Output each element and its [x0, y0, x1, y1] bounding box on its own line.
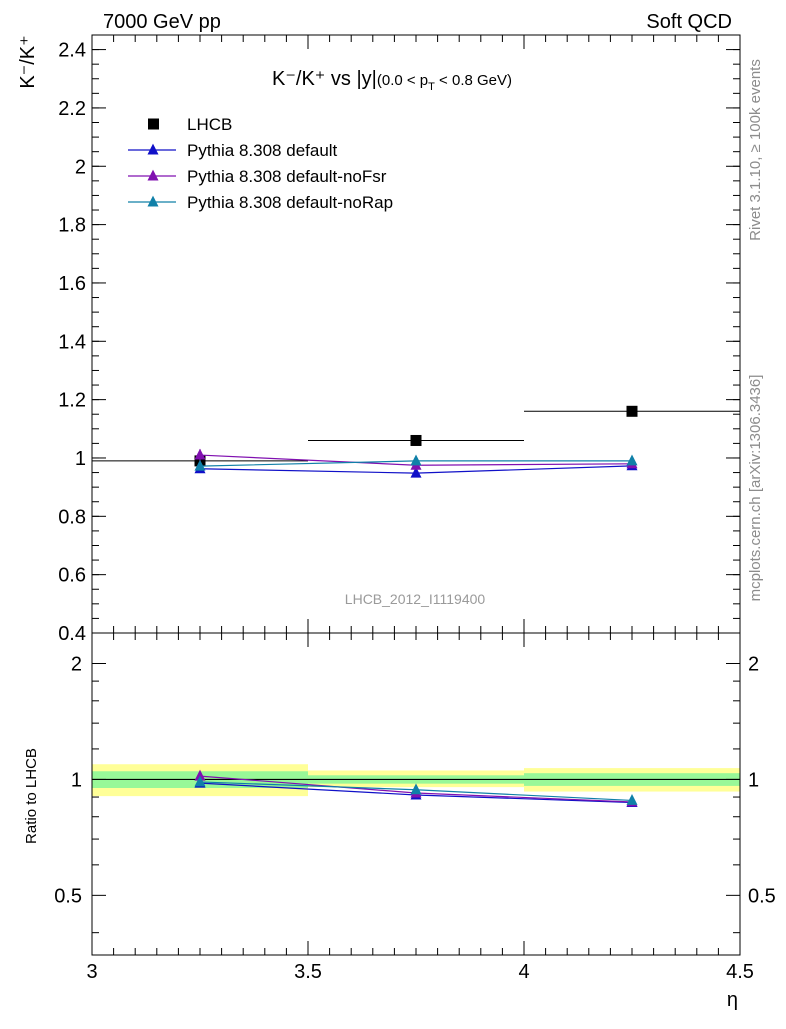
- main-panel: 0.4 0.6 0.8 1 1.2 1.4 1.6 1.8 2 2.2 2.4 K⁻/K⁺ vs |…: [17, 34, 741, 645]
- main-y-tick-label: 0.8: [58, 506, 86, 528]
- legend-item-pythia-8-308-default-nofsr: Pythia 8.308 default-noFsr: [128, 167, 387, 186]
- chart-title: K⁻/K⁺ vs |y|(0.0 < pT < 0.8 GeV): [272, 68, 512, 93]
- x-axis-label: η: [727, 989, 738, 1011]
- ratio-x-tick-label: 4: [518, 961, 529, 983]
- legend-label-pythia-8-308-default: Pythia 8.308 default: [187, 141, 338, 160]
- legend: LHCB Pythia 8.308 default Pythia 8.308 def…: [128, 115, 393, 212]
- ratio-y-axis: 0.5 0.5 1 1 2 2: [54, 653, 776, 934]
- main-y-tick-label: 2.2: [58, 98, 86, 120]
- main-y-tick-label: 2: [75, 156, 86, 178]
- series-pythia-8-308-default-norap: [194, 454, 638, 471]
- chart-title-cut-sub: T: [428, 81, 435, 93]
- ratio-x-tick-label: 3: [86, 961, 97, 983]
- ratio-plot-content: [92, 764, 740, 807]
- ratio-point-pythia-8-308-default-norap: [194, 775, 206, 787]
- ratio-point-pythia-8-308-default-nofsr: [194, 769, 206, 781]
- main-x-ticks: [91, 35, 741, 633]
- data-point-pythia-8-308-default-norap: [410, 454, 422, 466]
- main-y-tick-label: 1.6: [58, 273, 86, 295]
- ratio-series-pythia-8-308-default-norap: [194, 775, 638, 805]
- legend-item-pythia-8-308-default-norap: Pythia 8.308 default-noRap: [128, 193, 393, 212]
- chart-title-cut-end: < 0.8 GeV): [435, 72, 512, 89]
- main-y-tick-label: 2.4: [58, 40, 86, 62]
- analysis-watermark: LHCB_2012_I1119400: [345, 591, 486, 607]
- ratio-y-tick-label: 0.5: [54, 885, 82, 907]
- legend-marker-lhcb: [148, 118, 159, 130]
- main-y-tick-label: 1.4: [58, 331, 86, 353]
- ratio-point-pythia-8-308-default-norap: [626, 793, 638, 805]
- main-y-tick-label: 1.8: [58, 215, 86, 237]
- main-plot-content: [92, 405, 740, 478]
- legend-label-pythia-8-308-default-norap: Pythia 8.308 default-noRap: [187, 193, 393, 212]
- main-y-tick-label: 1: [75, 448, 86, 470]
- ratio-y-tick-label-right: 2: [748, 653, 759, 675]
- legend-label-lhcb: LHCB: [187, 115, 232, 134]
- ratio-y-tick-label: 2: [71, 653, 82, 675]
- main-y-tick-label: 1.2: [58, 390, 86, 412]
- legend-label-pythia-8-308-default-nofsr: Pythia 8.308 default-noFsr: [187, 167, 387, 186]
- energy-label: 7000 GeV pp: [103, 11, 221, 33]
- main-y-tick-label: 0.4: [58, 623, 86, 645]
- legend-item-pythia-8-308-default: Pythia 8.308 default: [128, 141, 338, 160]
- mcplots-label: mcplots.cern.ch [arXiv:1306.3436]: [747, 375, 764, 602]
- legend-marker-pythia-8-308-default-norap: [147, 195, 159, 207]
- ratio-point-pythia-8-308-default-norap: [410, 783, 422, 795]
- chart-title-main: K⁻/K⁺ vs |y|: [272, 68, 377, 90]
- data-point-pythia-8-308-default-norap: [626, 454, 638, 466]
- legend-marker-pythia-8-308-default-nofsr: [147, 169, 159, 181]
- rivet-version-label: Rivet 3.1.10, ≥ 100k events: [747, 59, 764, 241]
- main-y-axis: 0.4 0.6 0.8 1 1.2 1.4 1.6 1.8 2 2.2 2.4: [58, 34, 740, 645]
- data-point-lhcb: [626, 405, 638, 417]
- data-point-pythia-8-308-default-norap: [194, 459, 206, 471]
- ratio-x-tick-label: 3.5: [294, 961, 322, 983]
- data-point-pythia-8-308-default: [410, 466, 422, 478]
- data-point-lhcb: [410, 434, 422, 446]
- ratio-y-tick-label: 1: [71, 769, 82, 791]
- legend-marker-pythia-8-308-default: [147, 143, 159, 155]
- ratio-x-axis: 3 3.5 4 4.5: [86, 633, 754, 983]
- main-y-tick-label: 0.6: [58, 565, 86, 587]
- ratio-y-tick-label-right: 0.5: [748, 885, 776, 907]
- legend-item-lhcb: LHCB: [148, 115, 232, 134]
- ratio-x-tick-label: 4.5: [726, 961, 754, 983]
- ratio-y-tick-label-right: 1: [748, 769, 759, 791]
- ratio-y-label: Ratio to LHCB: [23, 748, 40, 844]
- process-label: Soft QCD: [646, 11, 732, 33]
- data-point-pythia-8-308-default-nofsr: [194, 448, 206, 460]
- ratio-panel: 0.5 0.5 1 1 2 2 3 3.5 4 4.5 Ratio to LHCB η: [23, 632, 776, 1011]
- chart-title-cut: (0.0 < p: [377, 72, 428, 89]
- main-y-label: K⁻/K⁺: [17, 35, 39, 88]
